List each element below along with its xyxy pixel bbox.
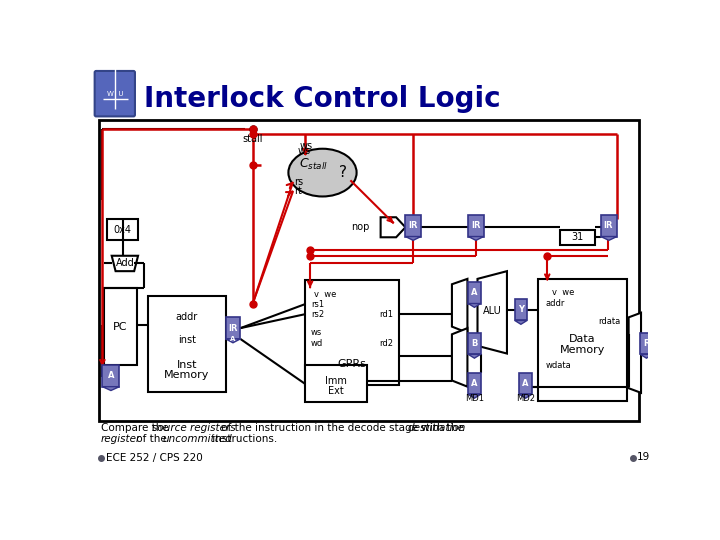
Bar — [515, 299, 527, 320]
Text: Memory: Memory — [559, 345, 605, 355]
Bar — [104, 288, 137, 365]
Text: ws: ws — [311, 328, 322, 338]
Text: ws: ws — [300, 140, 312, 151]
Polygon shape — [225, 339, 240, 343]
Bar — [600, 215, 617, 237]
Text: source registers: source registers — [152, 423, 235, 433]
Text: IR: IR — [471, 221, 481, 230]
Bar — [519, 373, 532, 394]
Text: rs1: rs1 — [311, 300, 324, 309]
Text: MD2: MD2 — [516, 395, 535, 403]
Text: MD1: MD1 — [465, 395, 484, 403]
Text: GPRs: GPRs — [338, 359, 366, 369]
Bar — [99, 120, 639, 421]
Text: Add: Add — [115, 259, 134, 268]
Polygon shape — [629, 313, 641, 393]
Polygon shape — [477, 271, 507, 354]
Polygon shape — [600, 237, 617, 240]
Text: of the instruction in the decode stage with the: of the instruction in the decode stage w… — [218, 423, 467, 433]
Text: rt: rt — [294, 186, 302, 196]
Bar — [538, 279, 627, 401]
Bar — [468, 333, 481, 354]
Polygon shape — [405, 237, 421, 240]
Text: Compare the: Compare the — [101, 423, 172, 433]
Text: Y: Y — [518, 305, 524, 314]
Text: IR: IR — [604, 221, 613, 230]
Text: ALU: ALU — [483, 306, 502, 316]
Text: 31: 31 — [572, 232, 584, 242]
Text: wd: wd — [311, 339, 323, 348]
Text: instructions.: instructions. — [209, 434, 276, 444]
Text: A: A — [230, 336, 235, 342]
Bar — [405, 215, 421, 237]
Bar — [560, 230, 595, 245]
Text: ECE 252 / CPS 220: ECE 252 / CPS 220 — [106, 453, 202, 462]
Bar — [305, 365, 366, 402]
Bar — [107, 219, 138, 240]
Bar — [468, 373, 481, 394]
Text: 19: 19 — [637, 453, 650, 462]
Polygon shape — [640, 354, 652, 358]
Text: rd1: rd1 — [379, 310, 393, 319]
Text: nop: nop — [351, 222, 369, 232]
Bar — [102, 365, 120, 387]
Text: v  we: v we — [314, 290, 336, 299]
Text: rdata: rdata — [598, 316, 621, 326]
Text: Interlock Control Logic: Interlock Control Logic — [144, 85, 501, 113]
Polygon shape — [515, 320, 527, 325]
Polygon shape — [468, 354, 481, 358]
Polygon shape — [102, 387, 120, 390]
Text: Ext: Ext — [328, 386, 343, 396]
Bar — [305, 280, 399, 385]
Text: register: register — [101, 434, 141, 444]
Polygon shape — [468, 237, 484, 240]
Text: IR: IR — [228, 323, 238, 333]
Text: addr: addr — [176, 312, 198, 322]
Text: $C_{stall}$: $C_{stall}$ — [299, 157, 328, 172]
Text: Data: Data — [569, 334, 595, 344]
Text: R: R — [643, 339, 649, 348]
Text: destination: destination — [408, 423, 466, 433]
Text: 0x4: 0x4 — [114, 225, 132, 234]
Text: Imm: Imm — [325, 375, 346, 386]
Bar — [225, 318, 240, 339]
Text: Memory: Memory — [164, 370, 210, 380]
Text: ?: ? — [339, 165, 348, 180]
Text: of the: of the — [133, 434, 171, 444]
Text: A: A — [522, 379, 528, 388]
Text: IR: IR — [408, 221, 418, 230]
Text: rd2: rd2 — [379, 339, 393, 348]
Polygon shape — [519, 394, 532, 398]
Bar — [468, 215, 484, 237]
Text: ws: ws — [297, 146, 311, 156]
FancyBboxPatch shape — [94, 71, 135, 117]
Text: PC: PC — [113, 322, 127, 332]
Text: v  we: v we — [552, 288, 575, 297]
Text: inst: inst — [178, 335, 196, 346]
Bar — [468, 282, 481, 303]
Text: uncommitted: uncommitted — [162, 434, 232, 444]
Text: A: A — [471, 379, 477, 388]
Text: rs: rs — [294, 177, 303, 187]
Bar — [148, 296, 225, 392]
Polygon shape — [468, 394, 481, 398]
Text: B: B — [471, 339, 477, 348]
Polygon shape — [452, 279, 467, 333]
Text: wdata: wdata — [546, 361, 572, 369]
Text: Inst: Inst — [176, 360, 197, 370]
Polygon shape — [452, 328, 467, 387]
Text: addr: addr — [546, 299, 565, 308]
Text: A: A — [108, 372, 114, 380]
Text: W  U: W U — [107, 91, 123, 97]
Text: stall: stall — [243, 134, 263, 145]
Text: A: A — [471, 288, 477, 297]
Polygon shape — [112, 256, 138, 271]
Polygon shape — [381, 217, 405, 237]
Bar — [640, 333, 652, 354]
Ellipse shape — [289, 148, 356, 197]
Text: rs2: rs2 — [311, 310, 324, 319]
Polygon shape — [468, 303, 481, 307]
